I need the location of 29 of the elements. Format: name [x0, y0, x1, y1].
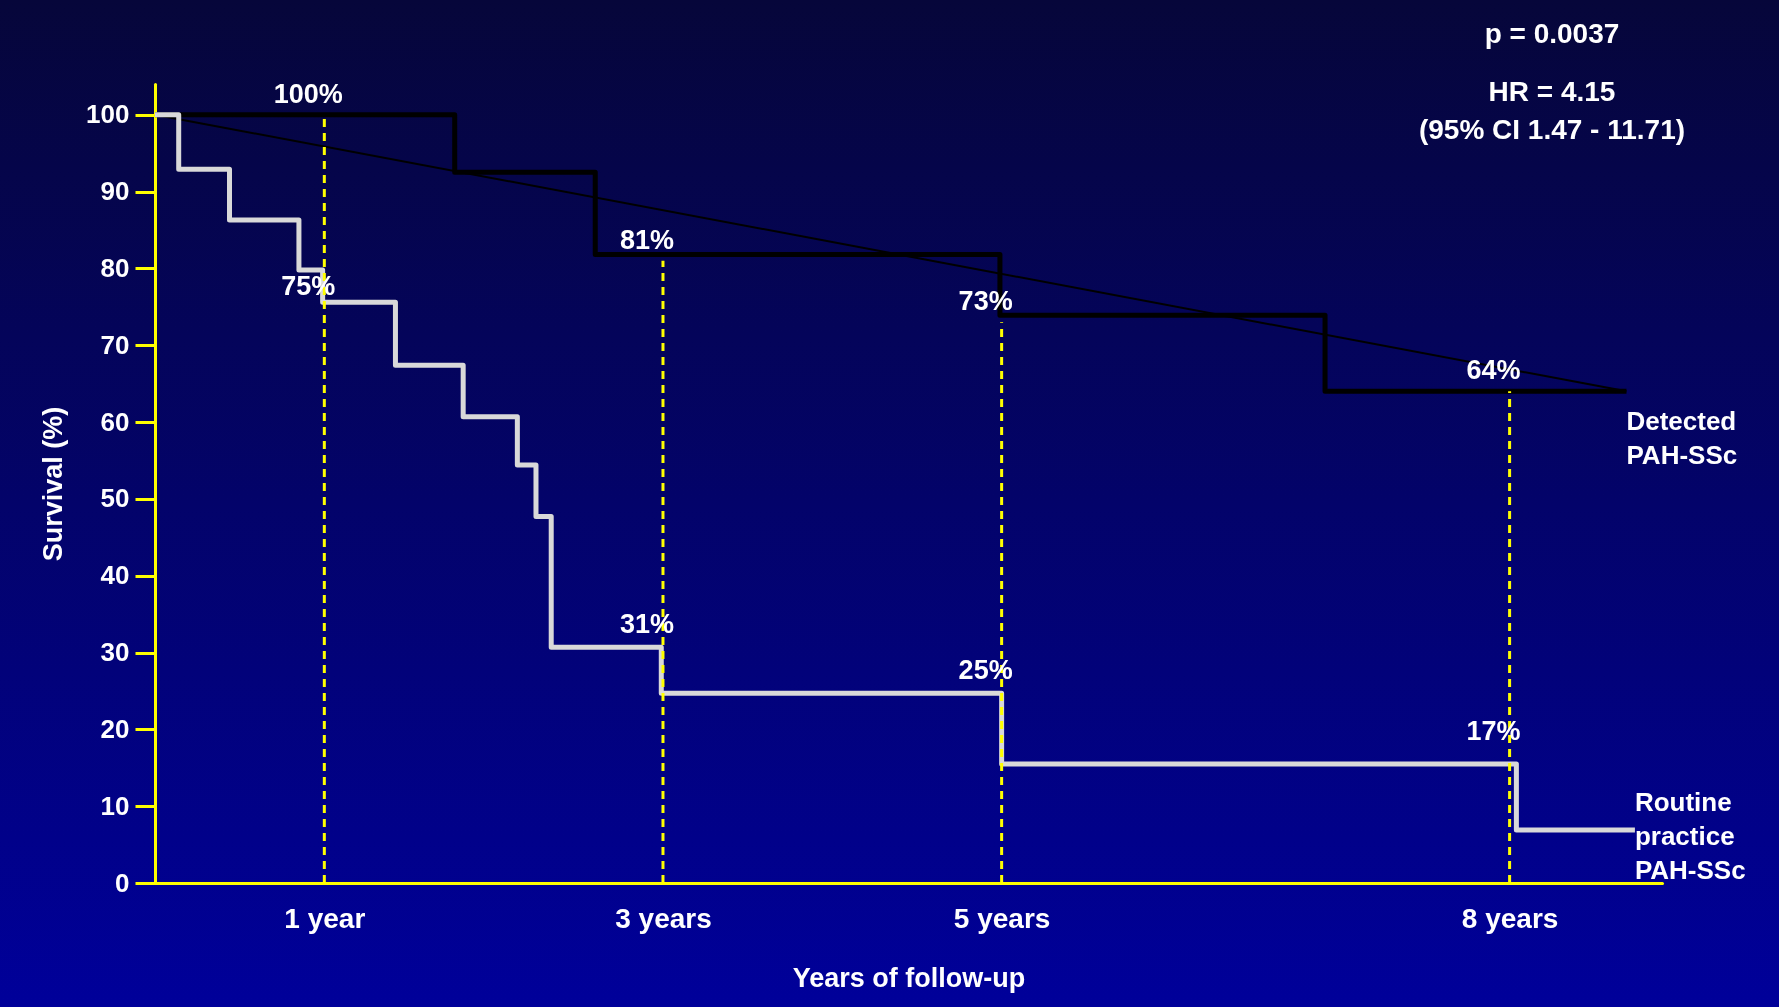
- y-tick-label: 80: [100, 252, 130, 283]
- annotation: (95% CI 1.47 - 11.71): [1418, 114, 1686, 145]
- y-tick-label: 0: [115, 867, 130, 898]
- y-tick-label: 90: [100, 176, 130, 207]
- x-tick-label: 5 years: [953, 902, 1051, 934]
- series-label: Detected PAH-SSc: [1626, 406, 1738, 471]
- series-label: Routine practice PAH-SSc: [1634, 786, 1746, 885]
- y-axis-title: Survival (%): [38, 406, 69, 562]
- y-tick-label: 60: [100, 406, 130, 437]
- annotation: 64%: [1466, 355, 1521, 386]
- y-tick-label: 70: [100, 329, 130, 360]
- x-axis-title: Years of follow-up: [792, 962, 1026, 993]
- text: p = 0.0037: [1484, 18, 1620, 49]
- y-tick-label: 100: [86, 99, 130, 130]
- x-tick-label: 8 years: [1461, 902, 1559, 934]
- y-tick-label: 50: [100, 483, 130, 514]
- y-tick-label: 10: [100, 790, 130, 821]
- x-tick-label: 1 year: [284, 902, 366, 934]
- y-tick-label: 20: [100, 713, 130, 744]
- annotation: 25%: [958, 654, 1013, 685]
- x-tick-label: 3 years: [615, 902, 712, 934]
- annotation: HR = 4.15: [1488, 76, 1616, 107]
- annotation: 17%: [1466, 716, 1521, 747]
- annotation: 31%: [619, 608, 674, 639]
- y-tick-label: 30: [100, 637, 130, 668]
- annotation: 81%: [619, 224, 674, 255]
- annotation: 100%: [273, 78, 343, 109]
- annotation: 73%: [958, 286, 1013, 317]
- y-tick-label: 40: [100, 560, 130, 591]
